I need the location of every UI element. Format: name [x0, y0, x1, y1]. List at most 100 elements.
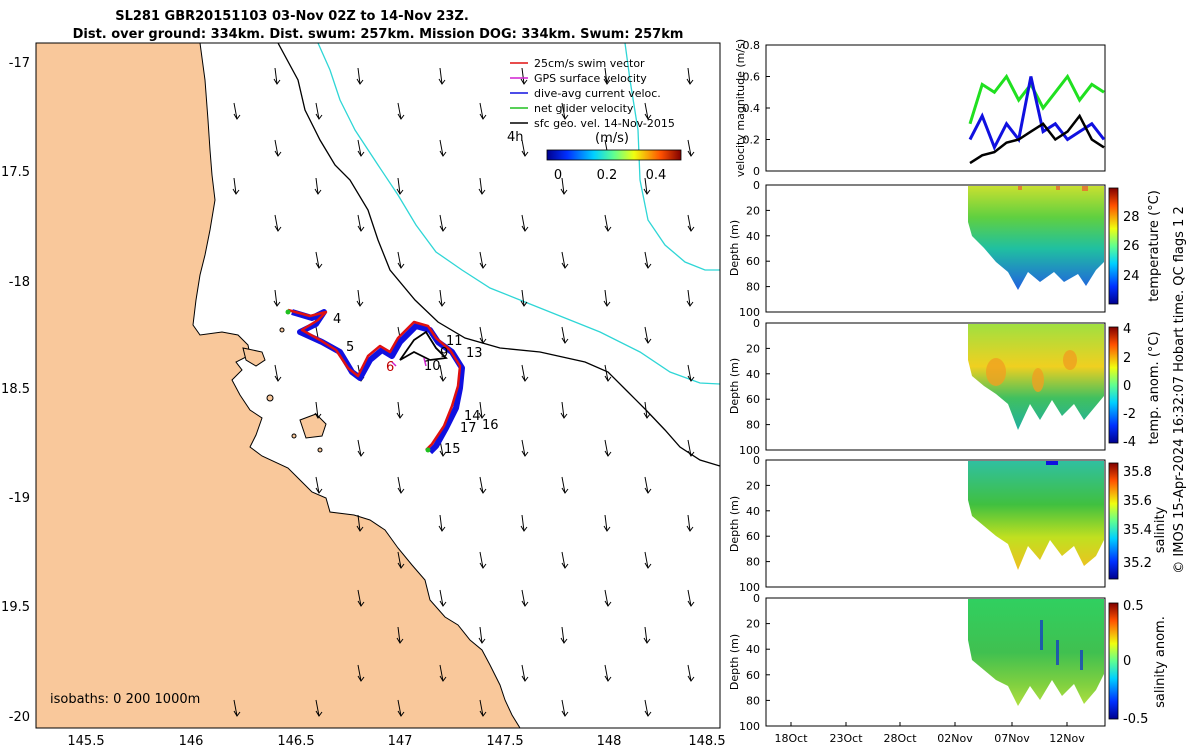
vector-arrow	[521, 439, 526, 457]
vector-arrowhead	[396, 412, 404, 419]
vector-arrowhead	[232, 188, 240, 195]
legend-item-dive-avg: dive-avg current veloc.	[510, 87, 661, 100]
vector-arrowhead	[644, 113, 652, 120]
salinity-anomaly-spots	[1040, 620, 1083, 670]
x-tick-label: 148.5	[688, 734, 725, 749]
vector-arrow	[397, 551, 402, 569]
vector-arrow	[644, 476, 649, 494]
temp-anomaly-cbar-tick: 2	[1123, 351, 1131, 366]
vector-arrowhead	[273, 78, 281, 85]
vector-arrow	[397, 699, 402, 717]
y-tick-label: 60	[746, 530, 760, 543]
vector-arrowhead	[315, 710, 323, 717]
vector-arrowhead	[273, 300, 281, 307]
y-tick-label: 100	[739, 720, 760, 733]
vector-arrow	[233, 102, 238, 120]
vector-arrow	[315, 251, 320, 269]
legend-item-swim-vector: 25cm/s swim vector	[510, 57, 645, 70]
vector-arrow	[644, 699, 649, 717]
vector-arrow	[644, 401, 648, 419]
salinity-anomaly-field	[968, 599, 1104, 706]
legend-item-gps: GPS surface velocity	[510, 72, 647, 85]
vector-arrow	[644, 551, 649, 569]
vector-arrow	[604, 514, 608, 532]
temperature-field	[968, 186, 1104, 290]
vector-arrowhead	[561, 487, 569, 494]
salinity-anomaly-cbar-label: salinity anom.	[1153, 616, 1168, 708]
vector-arrow	[479, 251, 484, 269]
vector-arrow	[561, 699, 566, 717]
vector-arrow	[315, 476, 320, 494]
y-tick-label: 80	[746, 556, 760, 569]
day-label: 11	[446, 334, 463, 349]
footer-credit: © IMOS 15-Apr-2024 16:32:07 Hobart time.…	[1172, 206, 1187, 573]
vector-arrow	[479, 551, 484, 569]
y-tick-label: -17	[9, 56, 30, 71]
salinity-anomaly-cbar-tick: 0	[1123, 654, 1131, 669]
velocity-axes	[765, 44, 1106, 172]
isobath-200m	[277, 43, 720, 467]
vector-arrow	[644, 102, 649, 120]
vector-arrow	[357, 289, 361, 307]
vector-arrowhead	[603, 78, 611, 85]
y-tick-label: 19.5	[1, 600, 30, 615]
vector-arrow	[315, 102, 320, 120]
vector-arrowhead	[439, 225, 447, 232]
velocity-series	[968, 73, 1106, 165]
y-tick-label: 60	[746, 393, 760, 406]
vector-arrow	[521, 214, 526, 232]
temperature-colorbar	[1108, 187, 1119, 305]
vector-arrowhead	[438, 300, 446, 307]
vector-arrowhead	[521, 225, 529, 232]
vector-arrowhead	[396, 637, 404, 644]
vector-arrowhead	[479, 113, 487, 120]
time-series-panels: 0 0.2 0.4 0.6 0.8 velocity magnitude (m/s) 2…	[728, 39, 1187, 745]
y-tick-label: 0.6	[743, 71, 761, 84]
temperature-panel: 28 26 24 temperature (°C) Depth (m) 0 20 4…	[728, 179, 1162, 319]
y-tick-label: 20	[746, 618, 760, 631]
temp-anomaly-cbar-tick: -4	[1123, 435, 1136, 450]
track-magenta	[391, 357, 427, 367]
salinity-cbar-tick: 35.8	[1123, 465, 1152, 480]
temp-anomaly-colorbar	[1108, 326, 1119, 444]
vector-arrowhead	[479, 262, 487, 269]
y-tick-label: 20	[746, 204, 760, 217]
vector-arrowhead	[478, 637, 486, 644]
vector-arrowhead	[604, 375, 612, 382]
day-label: 16	[482, 418, 499, 433]
vector-arrowhead	[478, 412, 486, 419]
salinity-anomaly-panel: 0.5 0 -0.5 salinity anom. Depth (m) 0 20 4…	[728, 592, 1168, 733]
salinity-anomaly-y-ticks: 0 20 40 60 80 100	[739, 592, 770, 733]
vector-arrow	[439, 514, 443, 532]
temp-anomaly-y-ticks: 0 20 40 60 80 100	[739, 317, 770, 457]
vector-arrowhead	[604, 450, 612, 457]
y-tick-label: 80	[746, 419, 760, 432]
y-tick-label: 0	[753, 317, 760, 330]
vector-arrow	[357, 214, 362, 232]
vector-arrow	[687, 139, 692, 157]
temperature-surface-warm	[1018, 186, 1088, 191]
map-legend: 25cm/s swim vector GPS surface velocity …	[507, 57, 682, 183]
vector-arrow	[439, 589, 444, 607]
vector-arrow	[233, 177, 237, 195]
day-label: 6	[386, 360, 394, 375]
vector-arrow	[521, 139, 526, 157]
legend-label: GPS surface velocity	[534, 72, 647, 85]
vector-arrowhead	[479, 337, 487, 344]
vector-arrow	[521, 514, 525, 532]
vector-arrowhead	[233, 113, 241, 120]
vector-arrowhead	[397, 562, 405, 569]
vector-arrowhead	[686, 78, 694, 85]
vector-arrowhead	[644, 262, 652, 269]
title-line-2: Dist. over ground: 334km. Dist. swum: 25…	[73, 27, 684, 42]
vector-arrowhead	[357, 150, 365, 157]
vector-arrow	[561, 551, 566, 569]
velocity-series-line	[968, 73, 1105, 125]
vector-arrowhead	[274, 150, 282, 157]
vector-arrowhead	[521, 600, 529, 607]
vector-arrowhead	[274, 375, 282, 382]
vector-arrowhead	[644, 562, 652, 569]
track-black	[399, 330, 448, 361]
title-line-1: SL281 GBR20151103 03-Nov 02Z to 14-Nov 2…	[115, 9, 469, 24]
vector-arrowhead	[520, 300, 528, 307]
